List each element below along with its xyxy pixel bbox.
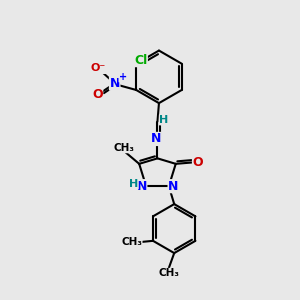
Text: N: N (151, 133, 161, 146)
Text: Cl: Cl (134, 54, 147, 67)
Text: CH₃: CH₃ (114, 143, 135, 153)
Text: +: + (119, 72, 127, 82)
Text: N: N (110, 77, 120, 90)
Text: N: N (168, 180, 178, 193)
Text: O: O (92, 88, 103, 101)
Text: N: N (136, 180, 147, 193)
Text: CH₃: CH₃ (121, 237, 142, 247)
Text: H: H (159, 115, 169, 125)
Text: O⁻: O⁻ (91, 64, 106, 74)
Text: H: H (129, 179, 138, 189)
Text: O: O (193, 156, 203, 169)
Text: CH₃: CH₃ (158, 268, 179, 278)
